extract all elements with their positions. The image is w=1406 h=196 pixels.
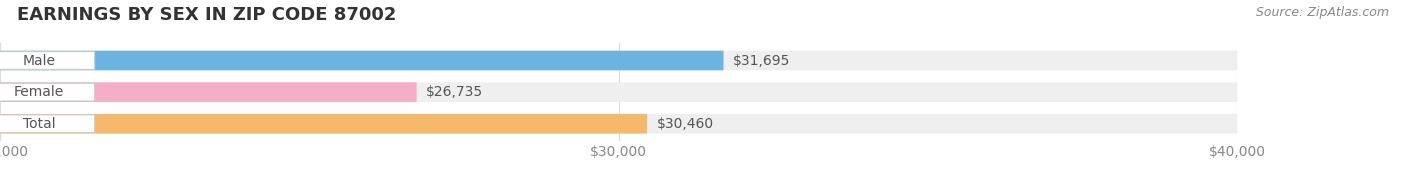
FancyBboxPatch shape [0,115,94,132]
FancyBboxPatch shape [0,52,94,69]
Text: Female: Female [14,85,65,99]
Text: $30,460: $30,460 [657,117,713,131]
FancyBboxPatch shape [0,82,1237,102]
FancyBboxPatch shape [0,83,94,101]
FancyBboxPatch shape [0,51,1237,70]
FancyBboxPatch shape [0,114,1237,133]
FancyBboxPatch shape [0,51,724,70]
Text: Male: Male [22,54,55,67]
Text: $26,735: $26,735 [426,85,484,99]
Text: EARNINGS BY SEX IN ZIP CODE 87002: EARNINGS BY SEX IN ZIP CODE 87002 [17,6,396,24]
Text: Total: Total [22,117,55,131]
Text: $31,695: $31,695 [733,54,790,67]
Text: Source: ZipAtlas.com: Source: ZipAtlas.com [1256,6,1389,19]
FancyBboxPatch shape [0,82,416,102]
FancyBboxPatch shape [0,114,647,133]
